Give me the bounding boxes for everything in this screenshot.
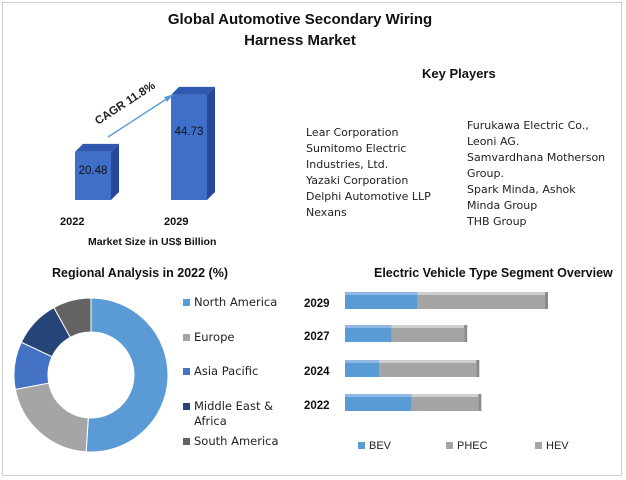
x-tick-2029: 2029 — [164, 216, 189, 228]
bar-2029 — [171, 94, 207, 200]
ev-legend-label-bev: BEV — [369, 440, 392, 452]
x-tick-2022: 2022 — [60, 216, 85, 228]
key-player: Yazaki Corporation — [306, 174, 409, 187]
ev-bar-bev-2029 — [345, 295, 418, 309]
bar-2022 — [75, 151, 111, 200]
ev-bar-top-bev-2027 — [345, 325, 395, 328]
market-bars-group: 20.48 44.73 — [75, 86, 215, 200]
bar-side-2022 — [111, 143, 119, 200]
infographic-frame — [2, 2, 622, 476]
market-size-chart: 20.48 44.73 CAGR 11.8% — [75, 80, 215, 200]
ev-bar-top-bev-2024 — [345, 360, 383, 363]
key-player: Lear Corporation — [306, 126, 399, 139]
ev-bar-phec-2024 — [379, 363, 477, 377]
ev-bar-end-2029 — [544, 292, 548, 309]
key-player: Industries, Ltd. — [306, 158, 389, 171]
ev-bar-bev-2024 — [345, 363, 380, 377]
legend-label: Middle East & Africa — [194, 399, 274, 428]
key-player: Furukawa Electric Co., — [467, 119, 589, 132]
ev-bar-phec-2027 — [391, 328, 465, 342]
key-player: Leoni AG. — [467, 135, 520, 148]
ev-segment-chart: 2029 2027 2024 2022 BEV PHEC HEV — [304, 292, 569, 452]
key-player: THB Group — [467, 215, 527, 228]
ev-bar-end-2027 — [464, 325, 468, 342]
donut-slice-europe — [14, 382, 89, 453]
ev-bar-top-phec-2024 — [379, 360, 480, 363]
ev-bar-top-bev-2022 — [345, 394, 415, 397]
donut-slices — [13, 297, 169, 453]
legend-swatch — [183, 438, 190, 445]
donut-slice-north-america — [85, 297, 169, 453]
ev-bar-phec-2029 — [417, 295, 545, 309]
ev-legend-swatch-bev — [358, 442, 365, 449]
ev-bar-end-2022 — [478, 394, 482, 411]
key-players-col2: Furukawa Electric Co., Leoni AG. Samvard… — [467, 118, 605, 230]
key-player: Minda Group — [467, 199, 538, 212]
ev-bar-top-phec-2022 — [411, 394, 482, 397]
regional-donut-chart — [13, 297, 169, 453]
ev-bar-bev-2027 — [345, 328, 392, 342]
legend-swatch — [183, 299, 190, 306]
regional-heading: Regional Analysis in 2022 (%) — [52, 266, 228, 280]
ev-segment-heading: Electric Vehicle Type Segment Overview — [374, 266, 613, 280]
ev-year-label: 2022 — [304, 400, 330, 412]
key-player: Samvardhana Motherson — [467, 151, 606, 164]
ev-bar-phec-2022 — [411, 397, 479, 411]
market-size-caption: Market Size in US$ Billion — [88, 236, 217, 248]
legend-swatch — [183, 403, 190, 410]
ev-bar-bev-2022 — [345, 397, 412, 411]
legend-label: North America — [194, 295, 278, 309]
key-player: Sumitomo Electric — [306, 142, 407, 155]
key-player: Spark Minda, Ashok — [467, 183, 576, 196]
ev-bar-top-phec-2029 — [417, 292, 548, 295]
ev-bars-group: 2029 2027 2024 2022 — [304, 292, 548, 412]
ev-legend-label-phec: PHEC — [457, 440, 488, 452]
bar-top-2022 — [75, 143, 119, 152]
ev-bar-top-phec-2027 — [391, 325, 468, 328]
cagr-arrow-line — [107, 97, 169, 138]
legend-label: South America — [194, 434, 279, 448]
legend-label: Asia Pacific — [194, 364, 259, 378]
key-players-col1: Lear Corporation Sumitomo Electric Indus… — [306, 125, 431, 221]
legend-swatch — [183, 334, 190, 341]
ev-legend-swatch-hev — [535, 442, 542, 449]
ev-legend-label-hev: HEV — [546, 440, 569, 452]
cagr-label: CAGR 11.8% — [93, 80, 157, 128]
ev-bar-end-2024 — [476, 360, 480, 377]
key-player: Group. — [467, 167, 504, 180]
bar-top-2029 — [171, 86, 215, 95]
key-player: Nexans — [306, 206, 347, 219]
donut-slice-south-america — [53, 297, 92, 338]
legend-swatch — [183, 368, 190, 375]
ev-year-label: 2027 — [304, 331, 330, 343]
bar-side-2029 — [207, 86, 215, 200]
ev-legend-swatch-phec — [446, 442, 453, 449]
key-players-heading: Key Players — [422, 66, 496, 81]
ev-bar-top-bev-2029 — [345, 292, 421, 295]
ev-year-label: 2024 — [304, 366, 330, 378]
key-player: Delphi Automotive LLP — [306, 190, 431, 203]
bar-value-label: 44.73 — [175, 126, 204, 138]
title-line-2: Harness Market — [244, 32, 356, 49]
bar-value-label: 20.48 — [79, 165, 108, 177]
page-title: Global Automotive Secondary Wiring Harne… — [120, 9, 480, 51]
ev-legend: BEV PHEC HEV — [358, 440, 569, 452]
ev-year-label: 2029 — [304, 298, 330, 310]
cagr-arrow-head — [164, 94, 174, 102]
legend-label: Europe — [194, 330, 235, 344]
title-line-1: Global Automotive Secondary Wiring — [167, 11, 433, 28]
